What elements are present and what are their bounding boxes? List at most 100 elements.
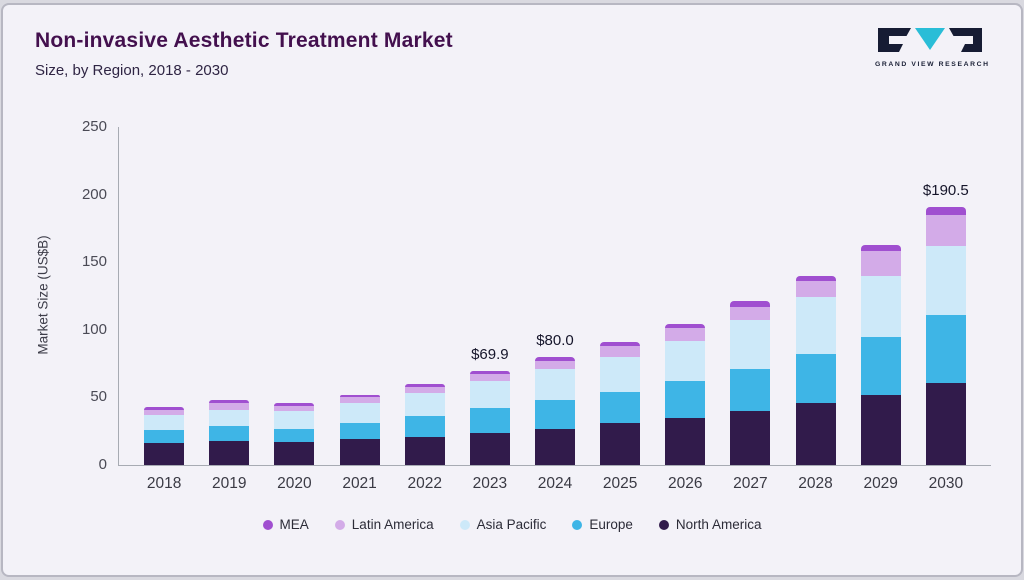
x-tick-label: 2028 [798, 475, 833, 492]
bar-2026: 2026 [665, 127, 706, 492]
bar-segment-latin-america [925, 214, 966, 246]
bar-segment-asia-pacific [600, 356, 641, 392]
legend-label: MEA [279, 517, 309, 532]
bar-segment-europe [404, 416, 445, 437]
header: Non-invasive Aesthetic Treatment Market … [35, 29, 453, 79]
bar-segment-europe [860, 336, 901, 395]
legend-item-europe: Europe [572, 517, 633, 532]
bar-2020: 2020 [274, 127, 315, 492]
bar-segment-north-america [469, 432, 510, 465]
bar-segment-north-america [404, 436, 445, 465]
x-tick-label: 2018 [146, 475, 182, 492]
bar-segment-latin-america [469, 374, 510, 382]
bar-segment-latin-america [795, 281, 836, 298]
bar-segment-latin-america [730, 306, 771, 321]
bar-segment-europe [339, 423, 380, 440]
bar-segment-asia-pacific [665, 340, 706, 382]
bar-segment-north-america [339, 439, 380, 465]
bar-segment-asia-pacific [795, 297, 836, 355]
page-subtitle: Size, by Region, 2018 - 2030 [35, 62, 229, 79]
bar-2018: 2018 [144, 127, 185, 492]
x-tick-label: 2019 [212, 475, 247, 492]
legend-label: North America [675, 517, 762, 532]
bar-2021: 2021 [339, 127, 380, 492]
legend-swatch-icon [658, 519, 669, 530]
bar-segment-north-america [795, 402, 836, 465]
bar-value-annotation: $80.0 [536, 331, 574, 349]
y-tick-label: 250 [81, 118, 107, 135]
bar-segment-europe [274, 428, 315, 443]
bar-segment-mea [600, 342, 641, 347]
legend-item-mea: MEA [262, 517, 309, 532]
bar-segment-north-america [925, 382, 966, 465]
x-tick-label: 2026 [668, 475, 703, 492]
legend-item-latin-america: Latin America [334, 517, 434, 532]
bar-2027: 2027 [730, 127, 771, 492]
bar-segment-mea [860, 244, 901, 252]
bar-segment-latin-america [339, 397, 380, 403]
bar-segment-asia-pacific [274, 410, 315, 429]
bar-segment-asia-pacific [860, 275, 901, 337]
legend-swatch-icon [262, 519, 273, 530]
legend-item-asia-pacific: Asia Pacific [459, 517, 547, 532]
bar-segment-latin-america [860, 251, 901, 276]
plot-area: 2018 2019 2020 2021 2022 $69.9 2023 $80.0 2024 20… [82, 118, 991, 492]
bar-segment-asia-pacific [730, 320, 771, 370]
y-axis-title: Market Size (US$B) [35, 235, 51, 355]
bar-2022: 2022 [404, 127, 445, 492]
bar-segment-north-america [600, 423, 641, 465]
x-tick-label: 2020 [277, 475, 312, 492]
bar-segment-north-america [209, 440, 250, 465]
bar-segment-mea [665, 324, 706, 329]
y-tick-label: 200 [81, 185, 107, 203]
bar-segment-latin-america [600, 346, 641, 357]
legend-swatch-icon [459, 519, 470, 530]
bar-segment-north-america [730, 410, 771, 465]
legend-swatch-icon [334, 519, 345, 530]
bar-segment-europe [665, 381, 706, 418]
bar-segment-mea [730, 301, 771, 307]
y-tick-label: 100 [81, 320, 107, 338]
bar-segment-mea [339, 394, 380, 398]
bar-segment-europe [600, 392, 641, 424]
bar-segment-europe [469, 408, 510, 433]
logo-mark-icon [878, 28, 982, 52]
bar-2025: 2025 [600, 127, 641, 492]
bar-segment-asia-pacific [209, 409, 250, 426]
bar-segment-latin-america [534, 360, 575, 370]
bar-2024: $80.0 2024 [534, 127, 575, 492]
bar-segment-mea [469, 370, 510, 375]
bar-segment-north-america [665, 417, 706, 465]
bar-segment-europe [209, 425, 250, 441]
y-tick-label: 150 [81, 253, 107, 271]
page-title: Non-invasive Aesthetic Treatment Market [35, 29, 453, 52]
infographic-card: Non-invasive Aesthetic Treatment Market … [1, 3, 1023, 577]
logo-text: GRAND VIEW RESEARCH [875, 61, 990, 68]
x-tick-label: 2027 [733, 475, 768, 492]
bar-segment-asia-pacific [144, 415, 185, 430]
bar-segment-europe [795, 354, 836, 403]
bar-segment-latin-america [404, 386, 445, 394]
bar-segment-latin-america [274, 405, 315, 411]
bar-segment-north-america [534, 428, 575, 465]
bar-2028: 2028 [795, 127, 836, 492]
bar-segment-asia-pacific [404, 393, 445, 417]
legend-label: Latin America [351, 517, 434, 532]
bar-segment-north-america [274, 442, 315, 465]
bar-value-annotation: $190.5 [922, 182, 969, 200]
bar-segment-asia-pacific [339, 402, 380, 424]
bar-2030: $190.5 2030 [922, 127, 969, 492]
legend-label: Asia Pacific [476, 517, 547, 532]
bars-container: 2018 2019 2020 2021 2022 $69.9 2023 $80.0 2024 20… [119, 127, 991, 492]
bar-segment-mea [404, 383, 445, 387]
bar-segment-asia-pacific [534, 369, 575, 401]
bar-segment-mea [534, 356, 575, 361]
bar-value-annotation: $69.9 [471, 345, 509, 363]
x-tick-label: 2029 [863, 475, 898, 492]
bar-segment-mea [795, 275, 836, 282]
x-tick-label: 2025 [602, 475, 638, 492]
bar-segment-europe [925, 314, 966, 383]
bar-segment-latin-america [144, 409, 185, 415]
bar-segment-north-america [144, 443, 185, 465]
bar-segment-europe [534, 400, 575, 429]
